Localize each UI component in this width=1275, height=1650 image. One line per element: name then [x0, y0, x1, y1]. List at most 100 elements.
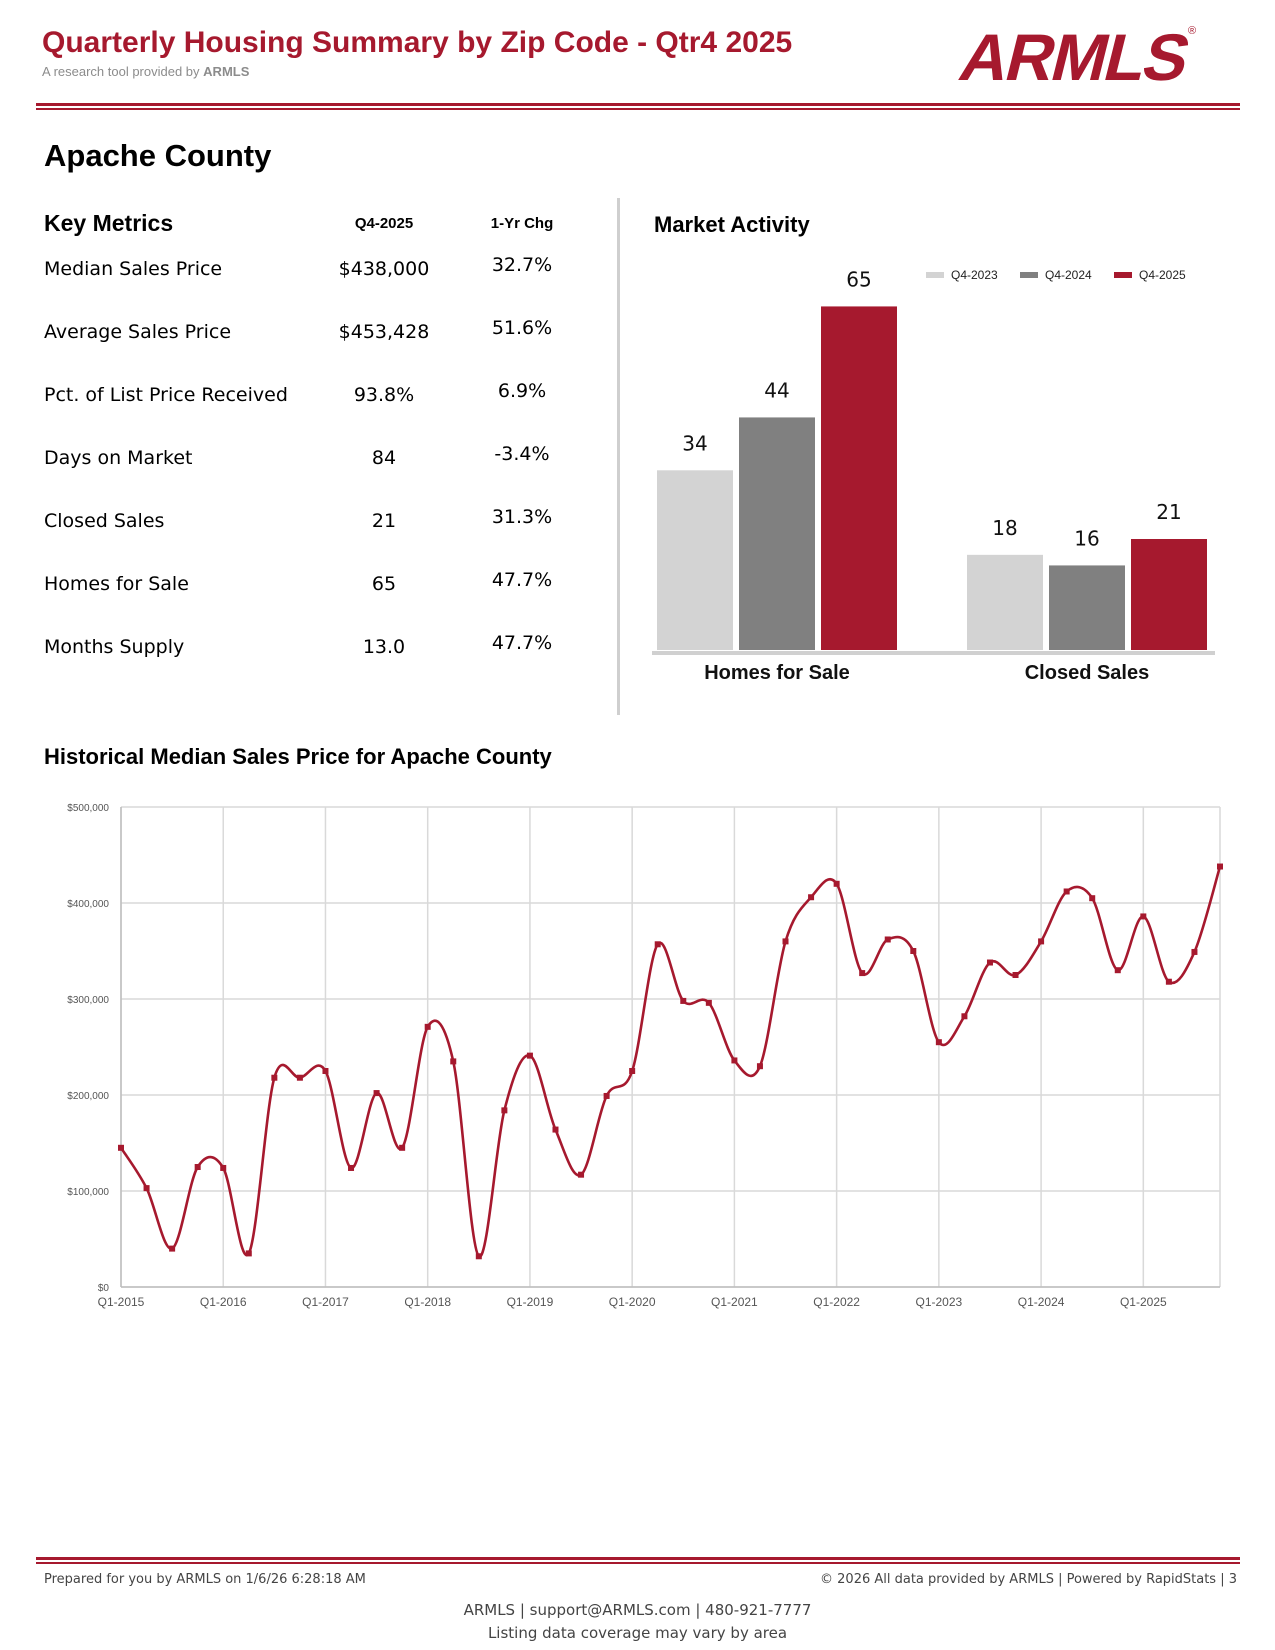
- data-point: [552, 1126, 559, 1133]
- metric-label: Average Sales Price: [44, 321, 232, 343]
- data-point: [731, 1057, 738, 1064]
- logo-text: ARMLS: [953, 21, 1196, 90]
- header-rule-bottom: [36, 108, 1240, 110]
- metric-change: 51.6%: [491, 317, 553, 339]
- data-point: [782, 938, 789, 945]
- legend-label: Q4-2025: [1139, 268, 1186, 282]
- legend-swatch: [1020, 272, 1038, 278]
- x-tick-label: Q1-2023: [916, 1295, 963, 1309]
- prepared-by: Prepared for you by ARMLS on 1/6/26 6:28…: [44, 1572, 366, 1587]
- metric-value: $438,000: [338, 258, 430, 280]
- data-point: [1217, 863, 1223, 870]
- metric-label: Pct. of List Price Received: [44, 384, 288, 406]
- metric-label: Median Sales Price: [44, 258, 223, 280]
- data-point: [884, 936, 891, 943]
- metric-change: 32.7%: [491, 254, 553, 276]
- logo-registered-mark: ®: [1188, 25, 1196, 37]
- x-tick-label: Q1-2022: [813, 1295, 860, 1309]
- section-divider: [617, 198, 620, 715]
- data-point: [986, 959, 993, 966]
- data-point: [808, 894, 815, 901]
- report-subtitle: A research tool provided by ARMLS: [42, 64, 249, 79]
- data-point: [475, 1253, 482, 1260]
- data-point: [296, 1074, 303, 1081]
- data-point: [1191, 948, 1198, 955]
- data-point: [1140, 913, 1147, 920]
- historical-price-chart: $0 $100,000 $200,000 $300,000 $400,000 $500,0…: [67, 803, 1223, 1309]
- report-title: Quarterly Housing Summary by Zip Code - …: [42, 26, 793, 59]
- data-point: [143, 1185, 150, 1192]
- bar: [657, 470, 733, 650]
- data-point: [271, 1074, 278, 1081]
- y-tick-label: $100,000: [67, 1187, 109, 1198]
- legend-label: Q4-2024: [1045, 268, 1092, 282]
- metric-row: Median Sales Price $438,000 32.7%: [0, 254, 600, 288]
- x-tick-label: Q1-2015: [98, 1295, 145, 1309]
- metric-change: 47.7%: [491, 569, 553, 591]
- bar-value-label: 16: [1074, 526, 1099, 550]
- data-point: [348, 1164, 355, 1171]
- data-point: [220, 1164, 227, 1171]
- bar-value-label: 44: [764, 378, 789, 402]
- data-point: [373, 1090, 380, 1097]
- metric-label: Homes for Sale: [44, 573, 189, 595]
- key-metrics-heading: Key Metrics: [44, 210, 174, 236]
- x-tick-label: Q1-2024: [1018, 1295, 1065, 1309]
- data-point: [169, 1245, 176, 1252]
- metric-row: Closed Sales 21 31.3%: [0, 506, 600, 540]
- category-label: Homes for Sale: [704, 662, 850, 684]
- legend-label: Q4-2023: [951, 268, 998, 282]
- metric-change: 47.7%: [491, 632, 553, 654]
- bar-value-label: 21: [1156, 500, 1181, 524]
- copyright: © 2026 All data provided by ARMLS | Powe…: [820, 1572, 1237, 1587]
- metric-change: 6.9%: [497, 380, 547, 402]
- y-tick-label: $0: [98, 1283, 110, 1294]
- metric-value: 84: [371, 447, 397, 469]
- metric-row: Average Sales Price $453,428 51.6%: [0, 317, 600, 351]
- metric-row: Days on Market 84 -3.4%: [0, 443, 600, 477]
- contact-info: ARMLS | support@ARMLS.com | 480-921-7777: [463, 1601, 812, 1619]
- metric-value: 13.0: [362, 636, 406, 658]
- data-point: [1063, 888, 1070, 895]
- data-point: [756, 1063, 763, 1070]
- market-activity-heading: Market Activity: [654, 212, 810, 237]
- bar: [1131, 539, 1207, 650]
- x-tick-label: Q1-2018: [404, 1295, 451, 1309]
- data-point: [322, 1068, 329, 1074]
- metric-value: 21: [371, 510, 397, 532]
- metric-row: Homes for Sale 65 47.7%: [0, 569, 600, 603]
- bar-value-label: 34: [682, 431, 707, 455]
- data-point: [833, 880, 840, 887]
- data-point: [450, 1058, 457, 1065]
- bar: [739, 417, 815, 650]
- metric-change: -3.4%: [494, 443, 550, 465]
- y-tick-label: $400,000: [67, 899, 109, 910]
- x-tick-label: Q1-2021: [711, 1295, 758, 1309]
- data-point: [1089, 895, 1096, 902]
- metric-row: Months Supply 13.0 47.7%: [0, 632, 600, 666]
- x-tick-label: Q1-2019: [507, 1295, 554, 1309]
- y-tick-label: $200,000: [67, 1091, 109, 1102]
- data-point: [680, 997, 687, 1004]
- subtitle-brand: ARMLS: [203, 64, 250, 79]
- subtitle-prefix: A research tool provided by: [42, 64, 200, 79]
- y-tick-label: $300,000: [67, 995, 109, 1006]
- x-tick-label: Q1-2016: [200, 1295, 247, 1309]
- metric-label: Days on Market: [44, 447, 193, 469]
- data-point: [424, 1023, 431, 1030]
- bar-value-label: 65: [846, 267, 871, 291]
- metric-row: Pct. of List Price Received 93.8% 6.9%: [0, 380, 600, 414]
- legend-swatch: [926, 272, 944, 278]
- data-point: [526, 1052, 533, 1059]
- area-name: Apache County: [44, 138, 272, 173]
- data-point: [578, 1171, 585, 1178]
- market-activity-chart: Q4-2023 Q4-2024 Q4-2025 34 44 65 Homes for Sal…: [652, 267, 1215, 684]
- metric-label: Closed Sales: [44, 510, 165, 532]
- bar: [967, 554, 1043, 650]
- data-point: [1114, 967, 1121, 974]
- bar: [821, 306, 897, 650]
- data-point: [1165, 978, 1172, 985]
- data-point: [935, 1039, 942, 1046]
- data-point: [1038, 938, 1045, 945]
- metric-value: 93.8%: [353, 384, 415, 406]
